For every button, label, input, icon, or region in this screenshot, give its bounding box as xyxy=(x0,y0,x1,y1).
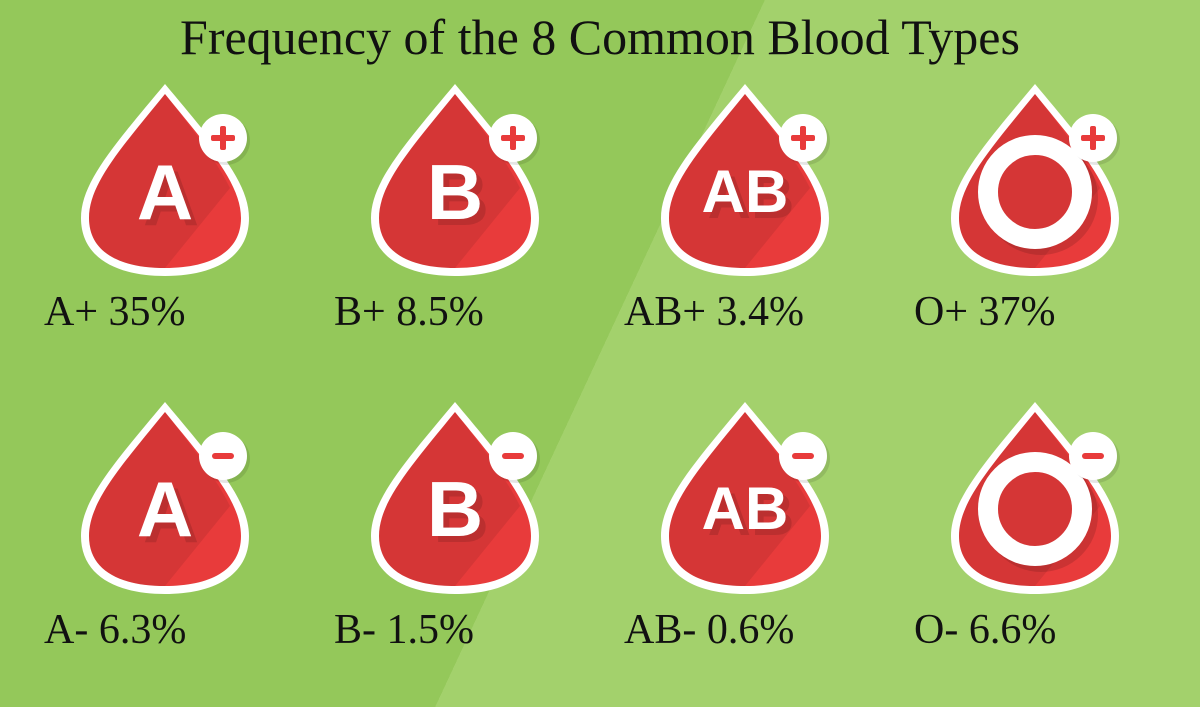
minus-icon xyxy=(489,432,537,480)
blood-drop-icon xyxy=(935,390,1135,600)
blood-type-cell: B B+ 8.5% xyxy=(320,72,590,380)
plus-icon xyxy=(1069,114,1117,162)
blood-type-label: O+ 37% xyxy=(900,288,1056,336)
blood-type-cell: O- 6.6% xyxy=(900,390,1170,698)
blood-type-label: AB+ 3.4% xyxy=(610,288,804,336)
blood-type-letter: A xyxy=(137,470,193,548)
blood-type-letter: AB xyxy=(702,479,789,539)
minus-icon xyxy=(199,432,247,480)
blood-drop-icon: B xyxy=(355,390,555,600)
blood-type-letter: AB xyxy=(702,162,789,222)
plus-icon xyxy=(779,114,827,162)
blood-type-letter: A xyxy=(137,153,193,231)
minus-icon xyxy=(779,432,827,480)
blood-drop-icon: A xyxy=(65,72,265,282)
blood-drop-icon xyxy=(935,72,1135,282)
plus-icon xyxy=(489,114,537,162)
blood-drop-icon: AB xyxy=(645,72,845,282)
blood-type-grid: A A+ 35% B B+ 8.5% AB AB+ 3.4% O+ 37% A … xyxy=(0,72,1200,707)
blood-type-letter: B xyxy=(427,470,483,548)
blood-drop-icon: B xyxy=(355,72,555,282)
blood-drop-icon: A xyxy=(65,390,265,600)
blood-type-label: A- 6.3% xyxy=(30,606,186,654)
minus-icon xyxy=(1069,432,1117,480)
page-title: Frequency of the 8 Common Blood Types xyxy=(0,0,1200,72)
blood-type-label: B- 1.5% xyxy=(320,606,474,654)
blood-type-cell: B B- 1.5% xyxy=(320,390,590,698)
blood-type-label: A+ 35% xyxy=(30,288,186,336)
blood-type-cell: AB AB+ 3.4% xyxy=(610,72,880,380)
infographic: Frequency of the 8 Common Blood Types A … xyxy=(0,0,1200,707)
blood-type-cell: AB AB- 0.6% xyxy=(610,390,880,698)
blood-drop-icon: AB xyxy=(645,390,845,600)
blood-type-label: O- 6.6% xyxy=(900,606,1056,654)
blood-type-label: AB- 0.6% xyxy=(610,606,794,654)
blood-type-letter: B xyxy=(427,153,483,231)
blood-type-cell: A A+ 35% xyxy=(30,72,300,380)
blood-type-cell: A A- 6.3% xyxy=(30,390,300,698)
blood-type-label: B+ 8.5% xyxy=(320,288,484,336)
plus-icon xyxy=(199,114,247,162)
blood-type-cell: O+ 37% xyxy=(900,72,1170,380)
